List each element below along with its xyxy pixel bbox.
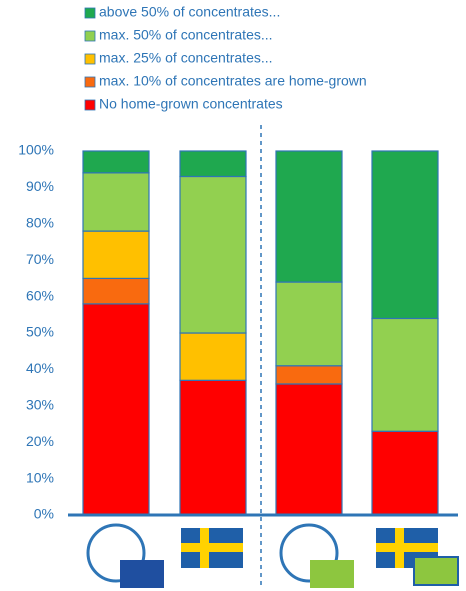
y-tick-label: 60%	[26, 287, 54, 303]
eu-flag	[120, 560, 164, 588]
flag-cross	[395, 528, 404, 568]
bar-segment	[179, 175, 247, 334]
bar-segment	[371, 430, 439, 516]
legend-label: max. 10% of concentrates are home-grown	[99, 73, 367, 89]
bar-segment	[179, 150, 247, 178]
y-tick-label: 80%	[26, 215, 54, 231]
y-tick-label: 50%	[26, 324, 54, 340]
bar-segment	[275, 150, 343, 283]
bar-segment	[82, 172, 150, 232]
y-tick-label: 30%	[26, 397, 54, 413]
y-tick-label: 0%	[34, 506, 54, 522]
flag-cross	[200, 528, 209, 568]
legend-swatch	[84, 76, 96, 88]
flag-cross	[181, 543, 243, 552]
y-tick-label: 70%	[26, 251, 54, 267]
organic-flag	[310, 560, 354, 588]
legend-swatch	[84, 99, 96, 111]
y-tick-label: 10%	[26, 469, 54, 485]
legend-swatch	[84, 7, 96, 19]
y-tick-label: 20%	[26, 433, 54, 449]
bar-segment	[82, 303, 150, 516]
organic-flag	[413, 556, 459, 586]
bar-segment	[82, 277, 150, 305]
bar-segment	[275, 365, 343, 385]
bar-segment	[371, 317, 439, 432]
flag-cross	[376, 543, 438, 552]
bar-segment	[275, 383, 343, 516]
legend-label: max. 50% of concentrates...	[99, 27, 273, 43]
bar-segment	[82, 150, 150, 174]
bar-segment	[82, 230, 150, 280]
y-tick-label: 100%	[18, 142, 54, 158]
icons	[86, 523, 459, 588]
bar-segment	[275, 281, 343, 367]
legend-swatch	[84, 53, 96, 65]
bar-segment	[179, 379, 247, 516]
legend-label: above 50% of concentrates...	[99, 4, 280, 20]
bar-segment	[179, 332, 247, 381]
legend-label: No home-grown concentrates	[99, 96, 283, 112]
legend-label: max. 25% of concentrates...	[99, 50, 273, 66]
y-tick-label: 40%	[26, 360, 54, 376]
bar-segment	[371, 150, 439, 320]
legend-swatch	[84, 30, 96, 42]
y-tick-label: 90%	[26, 178, 54, 194]
